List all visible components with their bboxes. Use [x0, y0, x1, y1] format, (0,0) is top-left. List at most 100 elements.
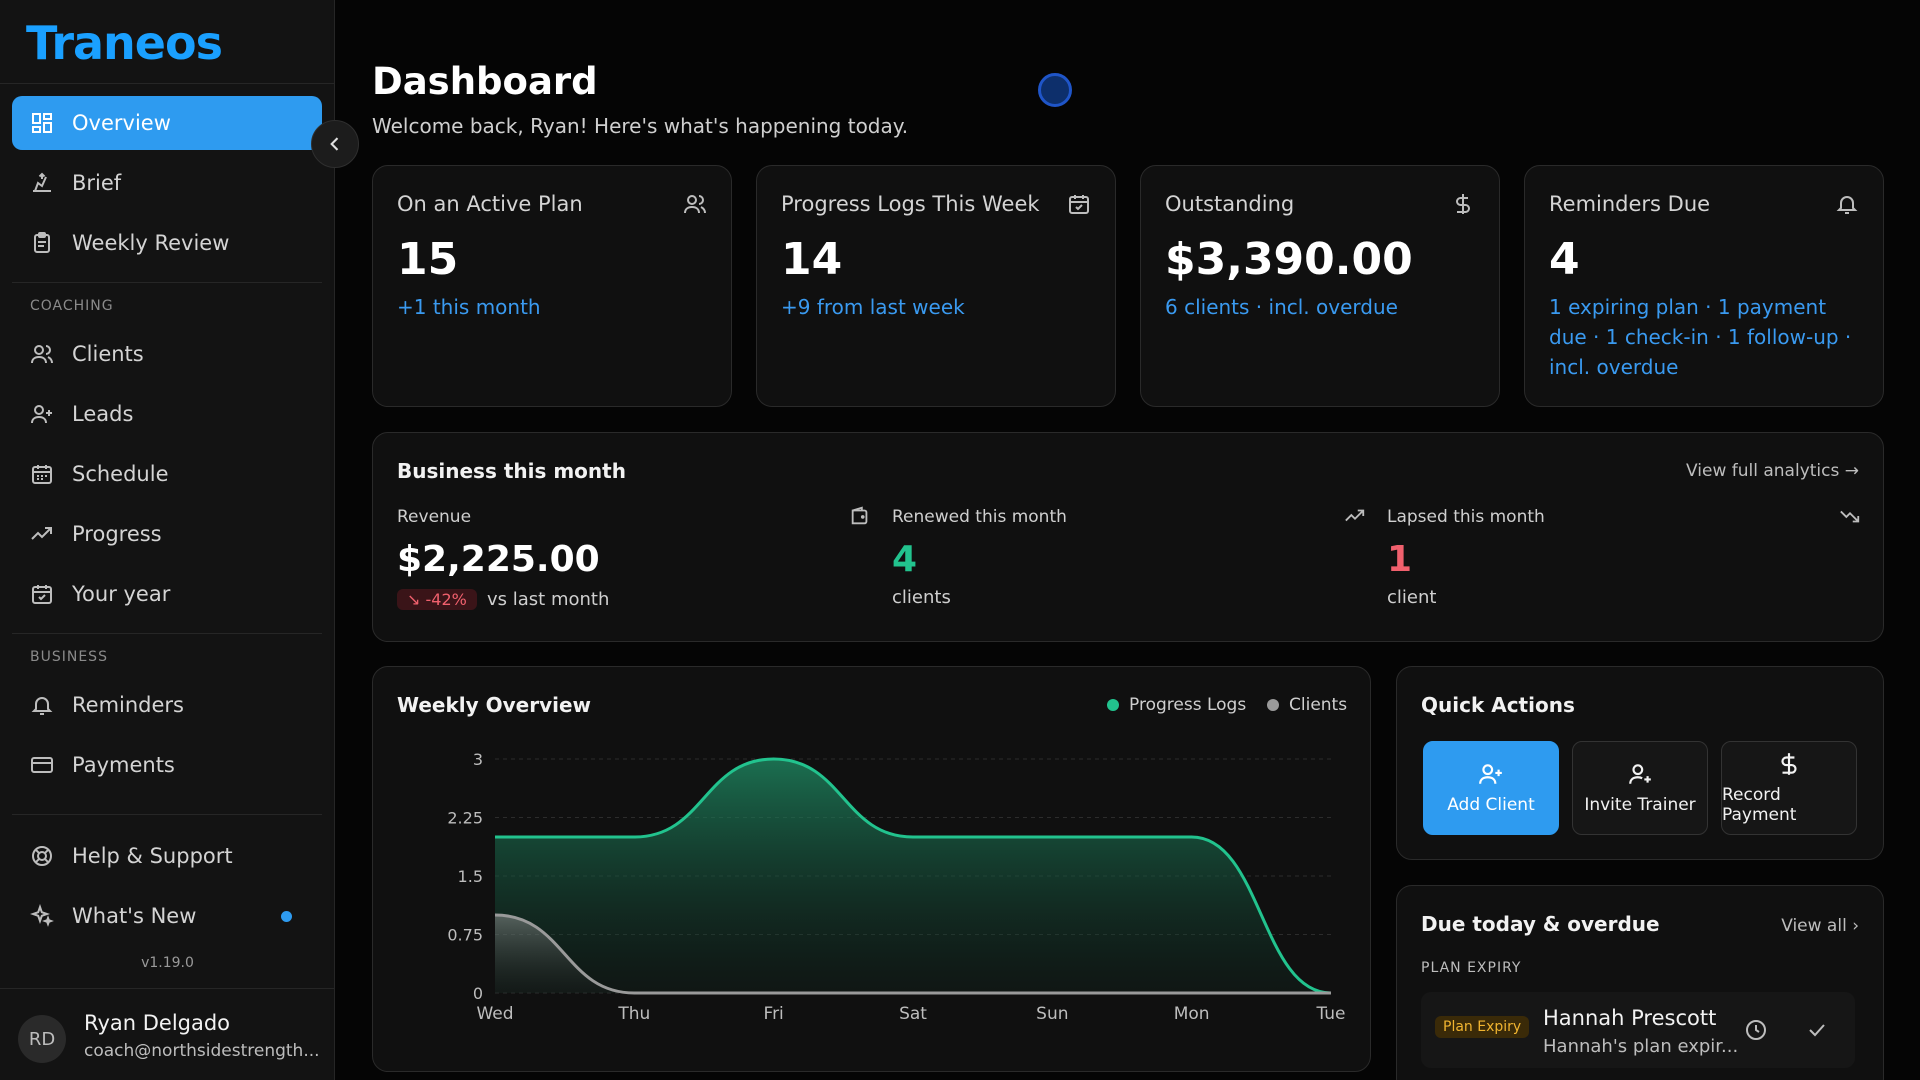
stat-card-progress-logs[interactable]: Progress Logs This Week 14 +9 from last …: [756, 165, 1116, 407]
invite-trainer-button[interactable]: Invite Trainer: [1572, 741, 1708, 835]
user-plus-icon: [31, 405, 52, 424]
new-indicator-dot: [281, 910, 292, 922]
revenue-comparison-text: vs last month: [487, 589, 610, 610]
client-name: Hannah Prescott: [1543, 1006, 1717, 1030]
user-profile[interactable]: RD Ryan Delgado coach@northsidestrength.…: [0, 988, 335, 1080]
credit-card-icon: [31, 757, 53, 773]
sidebar-item-label: Your year: [72, 582, 171, 606]
series-line-clients: [494, 913, 1331, 995]
sidebar-item-schedule[interactable]: Schedule: [12, 447, 322, 501]
legend-dot: [1107, 699, 1119, 711]
section-title: Business this month: [397, 459, 626, 483]
trending-up-icon: [31, 527, 52, 540]
renewed-value: 4: [892, 539, 918, 580]
sidebar-item-label: Reminders: [72, 693, 184, 717]
sidebar-item-clients[interactable]: Clients: [12, 327, 322, 381]
calendar-check-icon: [1069, 195, 1089, 214]
lifebuoy-icon: [32, 846, 52, 866]
legend-label: Clients: [1289, 695, 1348, 715]
list-item[interactable]: Plan Expiry Hannah Prescott Hannah's pla…: [1421, 992, 1855, 1068]
page-subtitle: Welcome back, Ryan! Here's what's happen…: [372, 114, 909, 138]
stat-label: On an Active Plan: [397, 192, 583, 216]
sidebar-item-payments[interactable]: Payments: [12, 738, 322, 792]
section-label-plan-expiry: PLAN EXPIRY: [1421, 960, 1522, 976]
sidebar-item-progress[interactable]: Progress: [12, 507, 322, 561]
revenue-label: Revenue: [397, 507, 472, 527]
button-label: Add Client: [1447, 795, 1535, 815]
sidebar-item-help-support[interactable]: Help & Support: [12, 829, 322, 883]
x-tick-label: Sat: [899, 1004, 927, 1024]
y-tick-label: 2.25: [447, 809, 483, 828]
add-client-button[interactable]: Add Client: [1423, 741, 1559, 835]
user-add-icon: [1629, 764, 1651, 784]
series-line-progress-logs: [495, 757, 1332, 995]
grid-icon: [32, 113, 52, 133]
stat-label: Progress Logs This Week: [781, 192, 1040, 216]
sidebar-item-your-year[interactable]: Your year: [12, 567, 322, 621]
legend-item-clients[interactable]: Clients: [1267, 695, 1347, 715]
users-icon: [684, 195, 706, 214]
bell-icon: [31, 697, 53, 715]
user-plus-icon: [1479, 764, 1502, 784]
sidebar-divider: [12, 814, 322, 815]
revenue-change-badge: ↘ -42%: [397, 589, 477, 610]
y-tick-label: 1.5: [458, 867, 483, 886]
sidebar-item-leads[interactable]: Leads: [12, 387, 322, 441]
bell-icon: [1836, 196, 1858, 214]
checkmark-icon[interactable]: [1805, 1018, 1829, 1042]
sidebar-item-label: Help & Support: [72, 844, 233, 868]
stat-card-outstanding[interactable]: Outstanding $3,390.00 6 clients · incl. …: [1140, 165, 1500, 407]
x-tick-label: Fri: [764, 1004, 784, 1024]
sidebar-item-label: Overview: [72, 111, 171, 135]
page-title: Dashboard: [372, 60, 598, 103]
sidebar-item-label: Schedule: [72, 462, 169, 486]
sidebar-item-brief[interactable]: Brief: [12, 156, 322, 210]
y-tick-label: 0: [473, 984, 483, 1003]
section-title: Due today & overdue: [1421, 912, 1660, 936]
sidebar-item-reminders[interactable]: Reminders: [12, 678, 322, 732]
sidebar-item-label: Clients: [72, 342, 144, 366]
series-area-clients: [495, 915, 1331, 993]
clipboard-icon: [34, 232, 50, 253]
series-area-progress-logs: [495, 759, 1331, 993]
snooze-clock-icon[interactable]: [1744, 1018, 1768, 1042]
section-label-coaching: COACHING: [30, 298, 114, 314]
stat-subtext: 6 clients · incl. overdue: [1165, 295, 1398, 319]
stat-label: Reminders Due: [1549, 192, 1711, 216]
app-logo[interactable]: Traneos: [26, 16, 223, 70]
renewed-label: Renewed this month: [892, 507, 1067, 527]
user-name: Ryan Delgado: [84, 1011, 231, 1035]
stat-subtext: 1 expiring plan · 1 payment due · 1 chec…: [1549, 295, 1852, 379]
sidebar-item-weekly-review[interactable]: Weekly Review: [12, 216, 322, 270]
view-all-link[interactable]: View all ›: [1781, 916, 1859, 936]
brief-icon: [33, 172, 51, 192]
collapse-sidebar-button[interactable]: [311, 120, 359, 168]
button-label: Invite Trainer: [1584, 795, 1696, 815]
record-payment-button[interactable]: Record Payment: [1721, 741, 1857, 835]
dollar-icon: [1781, 753, 1797, 775]
revenue-value: $2,225.00: [397, 539, 600, 580]
wallet-icon: [851, 506, 868, 525]
due-today-card: Due today & overdue View all › PLAN EXPI…: [1396, 885, 1884, 1080]
app-version: v1.19.0: [141, 955, 194, 971]
legend-label: Progress Logs: [1129, 695, 1247, 715]
renewed-unit: clients: [892, 587, 951, 608]
legend-item-progress-logs[interactable]: Progress Logs: [1107, 695, 1246, 715]
stat-card-reminders-due[interactable]: Reminders Due 4 1 expiring plan · 1 paym…: [1524, 165, 1884, 407]
sidebar-item-label: Payments: [72, 753, 175, 777]
status-indicator: [1038, 73, 1072, 107]
x-tick-label: Mon: [1174, 1004, 1210, 1024]
view-full-analytics-link[interactable]: View full analytics →: [1686, 461, 1859, 481]
stat-label: Outstanding: [1165, 192, 1295, 216]
chevron-left-icon: [330, 137, 339, 151]
sidebar-divider: [12, 282, 322, 283]
sidebar-item-overview[interactable]: Overview: [12, 96, 322, 150]
section-title: Quick Actions: [1421, 693, 1575, 717]
sidebar-item-whats-new[interactable]: What's New: [12, 889, 322, 943]
lapsed-unit: client: [1387, 587, 1437, 608]
lapsed-value: 1: [1387, 539, 1413, 580]
section-label-business: BUSINESS: [30, 649, 108, 665]
stat-subtext: +1 this month: [397, 295, 541, 319]
stat-card-active-plan[interactable]: On an Active Plan 15 +1 this month: [372, 165, 732, 407]
x-tick-label: Wed: [476, 1004, 513, 1024]
